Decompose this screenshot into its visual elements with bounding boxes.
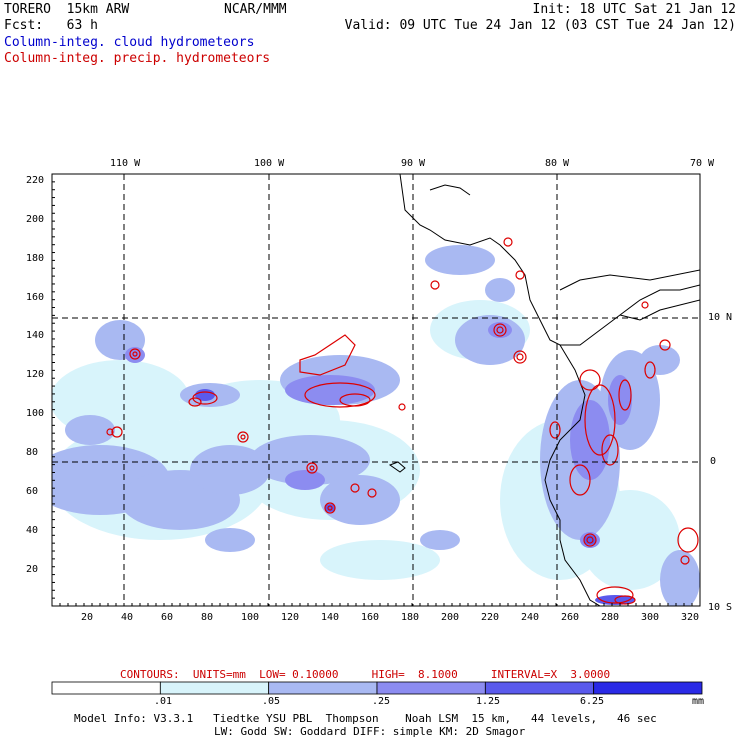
legend-swatch <box>159 681 270 695</box>
valid-time: Valid: 09 UTC Tue 24 Jan 12 (03 CST Tue … <box>344 18 736 33</box>
x-tick-label: 200 <box>441 612 460 623</box>
lat-label-10n: 10 N <box>708 312 733 323</box>
x-tick-label: 240 <box>521 612 540 623</box>
y-tick-label: 80 <box>26 447 39 459</box>
legend-unit: mm <box>692 696 705 707</box>
contour-info: CONTOURS: UNITS=mm LOW= 0.10000 HIGH= 8.… <box>120 668 611 681</box>
lat-label-10s: 10 S <box>708 602 733 613</box>
x-tick-label: 80 <box>201 612 214 623</box>
x-tick-label: 100 <box>241 612 260 623</box>
legend-label-1: .05 <box>262 696 281 707</box>
legend-label-2: .25 <box>372 696 391 707</box>
precip-field-label: Column-integ. precip. hydrometeors <box>4 51 271 66</box>
model-info-line1: Model Info: V3.3.1 Tiedtke YSU PBL Thomp… <box>74 712 657 725</box>
coastlines <box>388 174 700 606</box>
y-tick-label: 140 <box>26 330 45 342</box>
x-tick-label: 220 <box>481 612 500 623</box>
legend-swatch <box>268 681 378 695</box>
y-tick-label: 20 <box>26 563 39 575</box>
x-tick-label: 320 <box>681 612 700 623</box>
init-time: Init: 18 UTC Sat 21 Jan 12 <box>532 2 737 17</box>
y-tick-label: 40 <box>26 525 39 537</box>
y-tick-label: 100 <box>26 408 45 420</box>
precip-contours <box>106 237 699 605</box>
legend-swatch <box>51 681 161 695</box>
x-tick-label: 280 <box>601 612 620 623</box>
forecast-hour: Fcst: 63 h <box>4 18 98 33</box>
lon-label-90w: 90 W <box>401 158 426 169</box>
legend-label-4: 6.25 <box>580 696 605 707</box>
y-tick-label: 60 <box>26 486 39 498</box>
x-tick-label: 40 <box>121 612 134 623</box>
legend-label-3: 1.25 <box>476 696 501 707</box>
y-tick-label: 120 <box>26 369 45 381</box>
x-tick-label: 300 <box>641 612 660 623</box>
y-tick-label: 200 <box>26 213 45 225</box>
legend-swatch <box>376 681 486 695</box>
x-tick-label: 180 <box>401 612 420 623</box>
latlon-grid <box>52 174 700 606</box>
lat-label-0: 0 <box>710 456 717 467</box>
lon-label-80w: 80 W <box>545 158 570 169</box>
lon-label-70w: 70 W <box>690 158 715 169</box>
model-info-line2: LW: Godd SW: Goddard DIFF: simple KM: 2D… <box>214 725 526 738</box>
legend-colorbar <box>51 681 703 695</box>
legend-label-0: .01 <box>154 696 173 707</box>
x-tick-label: 20 <box>81 612 94 623</box>
y-tick-label: 160 <box>26 291 45 303</box>
y-tick-label: 220 <box>26 174 45 186</box>
x-tick-label: 140 <box>321 612 340 623</box>
x-tick-label: 160 <box>361 612 380 623</box>
legend-swatch <box>593 681 703 695</box>
center-name: NCAR/MMM <box>224 2 287 17</box>
x-tick-label: 60 <box>161 612 174 623</box>
lon-label-110w: 110 W <box>110 158 141 169</box>
lon-label-100w: 100 W <box>254 158 285 169</box>
model-title: TORERO 15km ARW <box>4 2 130 17</box>
plot-frame <box>51 173 701 607</box>
x-tick-label: 120 <box>281 612 300 623</box>
hydrometeor-shading <box>52 245 700 606</box>
legend-swatch <box>484 681 595 695</box>
x-tick-label: 260 <box>561 612 580 623</box>
y-tick-label: 180 <box>26 252 45 264</box>
cloud-field-label: Column-integ. cloud hydrometeors <box>4 35 255 50</box>
